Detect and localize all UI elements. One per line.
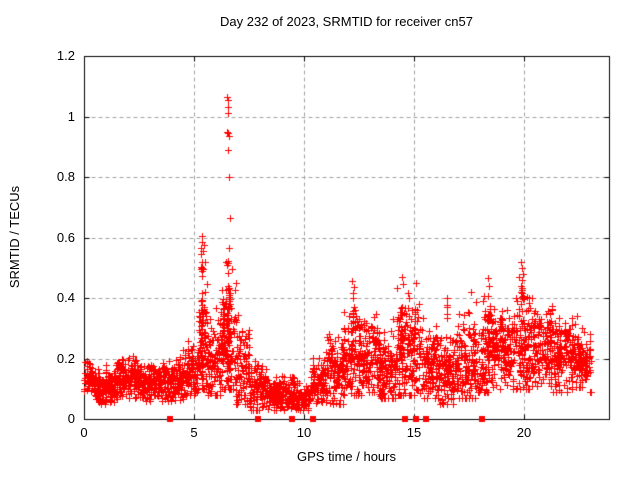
y-axis-label: SRMTID / TECUs <box>7 185 22 289</box>
y-tick-label-0.8: 0.8 <box>56 169 75 184</box>
chart-title: Day 232 of 2023, SRMTID for receiver cn5… <box>220 14 473 29</box>
y-tick-label-1: 1 <box>67 109 75 124</box>
y-tick-label-0.2: 0.2 <box>56 351 75 366</box>
x-tick-label-15: 15 <box>406 425 422 440</box>
x-tick-label-0: 0 <box>80 425 88 440</box>
x-tick-label-5: 5 <box>190 425 198 440</box>
y-tick-label-0.4: 0.4 <box>56 290 75 305</box>
x-tick-label-20: 20 <box>516 425 532 440</box>
y-tick-label-1.2: 1.2 <box>56 48 75 63</box>
x-tick-label-10: 10 <box>296 425 312 440</box>
y-tick-label-0: 0 <box>67 411 75 426</box>
x-axis-label: GPS time / hours <box>297 449 396 464</box>
y-tick-label-0.6: 0.6 <box>56 230 75 245</box>
